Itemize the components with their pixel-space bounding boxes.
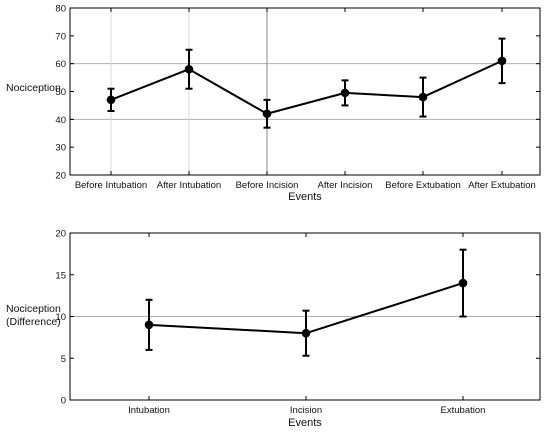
y-tick-label: 80 bbox=[55, 4, 66, 15]
x-tick-label: Extubation bbox=[441, 405, 486, 416]
data-point bbox=[497, 56, 507, 66]
x-tick-label: After Incision bbox=[318, 180, 373, 191]
chart-nociception-difference: 0 5 10 15 20 Intubation Incision Extubation Even… bbox=[6, 229, 541, 429]
data-point bbox=[418, 92, 428, 102]
x-tick-label: After Extubation bbox=[468, 180, 536, 191]
y-tick-label: 0 bbox=[61, 396, 66, 407]
series-line bbox=[110, 59, 503, 115]
y-axis-title-line: (Difference) bbox=[6, 316, 61, 328]
y-tick-label: 40 bbox=[55, 115, 66, 126]
y-tick-label: 70 bbox=[55, 31, 66, 42]
chart-nociception-events: 20 30 40 50 60 70 80 Before Intubation After Int… bbox=[6, 4, 541, 203]
x-tick-label: Incision bbox=[290, 405, 322, 416]
data-point bbox=[340, 88, 350, 98]
x-tick-label: Before Extubation bbox=[385, 180, 461, 191]
y-axis-title-line: Nociception bbox=[6, 303, 61, 315]
y-tick-label: 50 bbox=[55, 87, 66, 98]
data-point bbox=[144, 320, 154, 330]
x-tick-label: After Intubation bbox=[157, 180, 221, 191]
data-point bbox=[184, 64, 194, 74]
data-point bbox=[106, 95, 116, 105]
data-point bbox=[458, 278, 468, 288]
x-tick-label: Intubation bbox=[128, 405, 170, 416]
y-tick-label: 10 bbox=[55, 312, 66, 323]
y-tick-label: 60 bbox=[55, 59, 66, 70]
y-tick-label: 30 bbox=[55, 143, 66, 154]
x-axis-title: Events bbox=[288, 417, 322, 429]
data-point bbox=[301, 328, 311, 338]
y-tick-label: 15 bbox=[55, 270, 66, 281]
x-axis-title: Events bbox=[288, 191, 322, 203]
x-tick-label: Before Incision bbox=[236, 180, 299, 191]
x-tick-label: Before Intubation bbox=[75, 180, 147, 191]
y-axis-title: Nociception bbox=[6, 82, 61, 94]
data-point bbox=[262, 109, 272, 119]
y-tick-label: 20 bbox=[55, 229, 66, 240]
y-tick-label: 5 bbox=[61, 354, 66, 365]
y-tick-label: 20 bbox=[55, 171, 66, 182]
plot-area bbox=[70, 8, 540, 175]
